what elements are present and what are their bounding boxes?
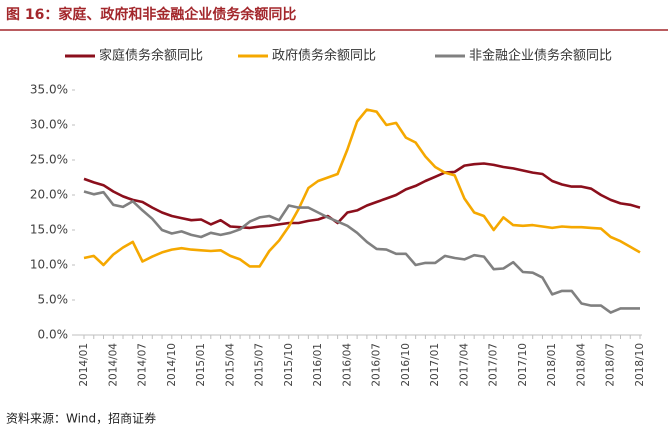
x-tick-label: 2018/10 (634, 343, 646, 387)
x-tick-label: 2015/04 (224, 343, 236, 387)
x-tick-label: 2014/04 (107, 343, 119, 387)
x-tick-label: 2016/10 (400, 343, 412, 387)
x-tick-label: 2017/01 (429, 343, 441, 387)
y-tick-label: 35.0% (30, 83, 68, 97)
source: 资料来源：Wind，招商证券 (6, 411, 156, 426)
y-tick-label: 5.0% (38, 293, 69, 307)
chart-title: 图 16：家庭、政府和非金融企业债务余额同比 (6, 6, 296, 23)
x-tick-label: 2017/04 (458, 343, 470, 387)
y-tick-label: 10.0% (30, 258, 68, 272)
x-tick-label: 2015/01 (195, 343, 207, 387)
x-tick-label: 2018/01 (546, 343, 558, 387)
x-tick-label: 2014/01 (78, 343, 90, 387)
y-tick-label: 30.0% (30, 118, 68, 132)
series-line (83, 162, 641, 230)
y-tick-label: 0.0% (38, 328, 69, 342)
x-tick-label: 2018/04 (575, 343, 587, 387)
legend-label: 非金融企业债务余额同比 (469, 48, 612, 64)
x-tick-label: 2015/07 (254, 343, 266, 387)
x-tick-label: 2017/07 (488, 343, 500, 387)
x-tick-label: 2016/01 (312, 343, 324, 387)
y-tick-label: 20.0% (30, 188, 68, 202)
legend-label: 家庭债务余额同比 (99, 48, 203, 64)
x-tick-label: 2014/10 (166, 343, 178, 387)
x-tick-label: 2017/10 (517, 343, 529, 387)
legend-label: 政府债务余额同比 (272, 48, 376, 64)
series-line (83, 108, 641, 268)
x-tick-label: 2015/10 (283, 343, 295, 387)
x-tick-label: 2016/04 (341, 343, 353, 387)
x-tick-label: 2014/07 (137, 343, 149, 387)
y-tick-label: 25.0% (30, 153, 68, 167)
y-tick-label: 15.0% (30, 223, 68, 237)
series-line (83, 190, 640, 314)
x-tick-label: 2018/07 (605, 343, 617, 387)
x-tick-label: 2016/07 (371, 343, 383, 387)
